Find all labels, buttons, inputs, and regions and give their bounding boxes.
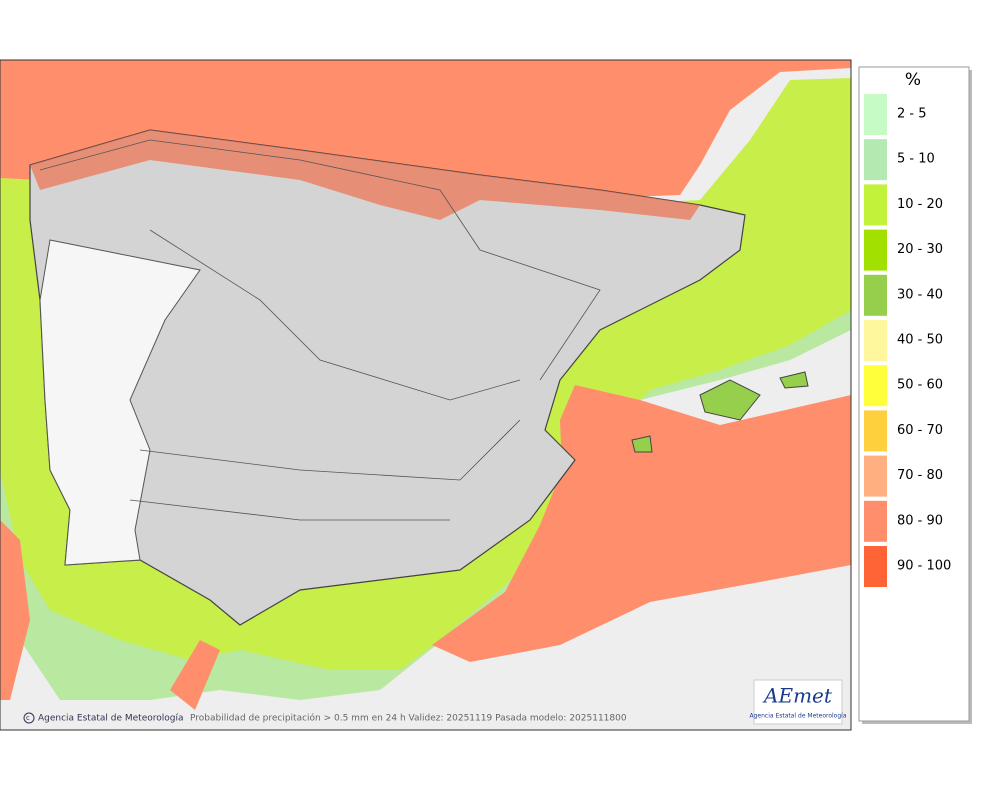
- legend-label: 60 - 70: [897, 423, 943, 438]
- legend-label: 2 - 5: [897, 107, 927, 122]
- legend-swatch: [864, 365, 887, 407]
- precip-area: [30, 130, 700, 220]
- legend-swatch: [864, 546, 887, 587]
- legend-swatch: [864, 139, 887, 181]
- legend-label: 30 - 40: [897, 287, 943, 302]
- legend-label: 20 - 30: [897, 242, 943, 257]
- logo-name: AEmet: [762, 684, 833, 708]
- legend-swatch: [864, 184, 887, 226]
- legend-swatch: [864, 229, 887, 271]
- legend-swatch: [864, 500, 887, 542]
- legend-swatch: [864, 274, 887, 316]
- logo-box: [753, 679, 843, 725]
- legend-label: 40 - 50: [897, 333, 943, 348]
- portugal: [39, 239, 201, 566]
- legend-label: 10 - 20: [897, 197, 943, 212]
- borders: [39, 139, 601, 521]
- legend-swatch: [864, 320, 887, 361]
- legend-label: 90 - 100: [897, 559, 951, 574]
- map-frame: [0, 59, 852, 731]
- caption: Probabilidad de precipitación > 0.5 mm e…: [190, 713, 627, 724]
- legend-swatch: [864, 410, 887, 452]
- legend-swatch: [864, 94, 887, 135]
- precip-area: [0, 520, 220, 710]
- precip-area: [432, 385, 851, 662]
- copyright-icon: [23, 712, 35, 724]
- islands: [631, 371, 809, 453]
- legend-items: 2 - 5 5 - 10 10 - 20 20 - 30 30 - 40 40 - 50 5…: [864, 94, 951, 587]
- legend-label: 50 - 60: [897, 378, 943, 393]
- legend-label: 80 - 90: [897, 513, 943, 528]
- legend-swatch: [864, 455, 887, 497]
- legend-label: 70 - 80: [897, 468, 943, 483]
- map: [0, 60, 851, 730]
- legend-label: 5 - 10: [897, 152, 935, 167]
- logo-subtitle: Agencia Estatal de Meteorología: [750, 713, 847, 720]
- credit: Agencia Estatal de Meteorología: [38, 714, 184, 724]
- copyright-c: c: [26, 714, 30, 722]
- legend-title: %: [905, 70, 921, 90]
